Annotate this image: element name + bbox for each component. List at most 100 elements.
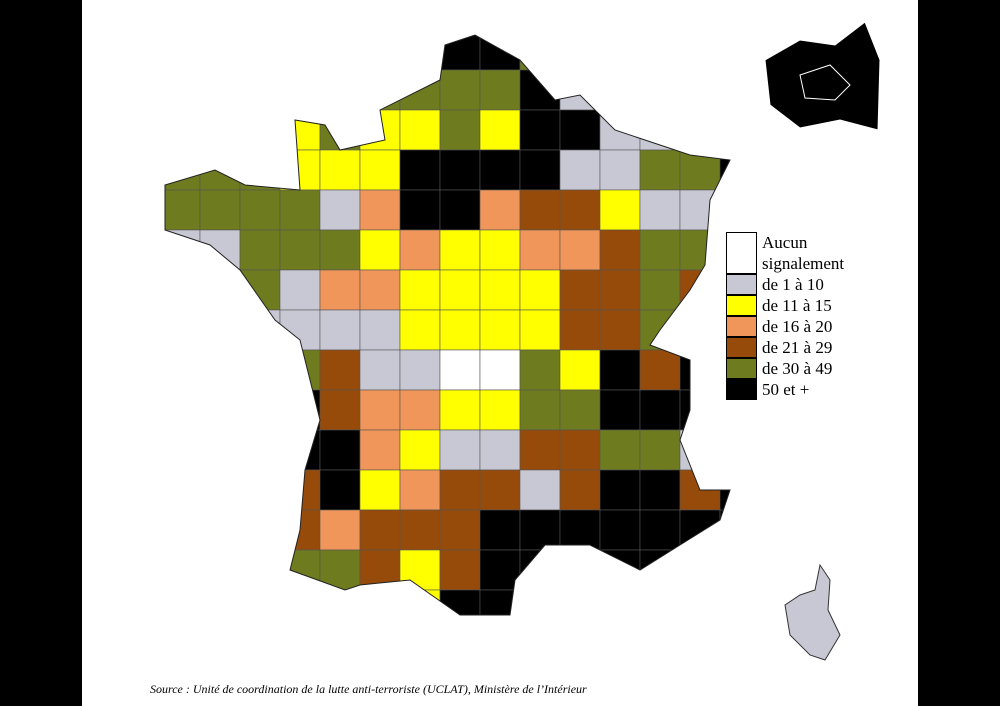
department	[479, 149, 521, 191]
department	[239, 509, 281, 551]
department	[599, 429, 641, 471]
department	[559, 309, 601, 351]
department	[199, 469, 241, 511]
department	[599, 35, 641, 71]
department	[199, 149, 241, 191]
department	[679, 389, 721, 431]
department	[319, 469, 361, 511]
department	[239, 35, 281, 71]
corsica	[784, 563, 841, 661]
department	[679, 589, 721, 615]
legend-label: de 21 à 29	[762, 338, 833, 357]
department	[319, 509, 361, 551]
paris-inset	[764, 21, 881, 131]
legend-swatch	[726, 379, 757, 400]
legend-swatch	[726, 232, 757, 274]
department	[399, 509, 441, 551]
france-outline	[164, 34, 731, 616]
department	[319, 549, 361, 591]
department	[719, 509, 730, 551]
department	[359, 149, 401, 191]
department	[559, 109, 601, 151]
legend-swatch	[726, 274, 757, 295]
department	[559, 269, 601, 311]
department	[679, 349, 721, 391]
department	[559, 149, 601, 191]
department	[359, 389, 401, 431]
department	[399, 589, 441, 615]
department	[679, 509, 721, 551]
department	[239, 429, 281, 471]
department	[639, 589, 681, 615]
legend-swatch	[726, 316, 757, 337]
department	[399, 309, 441, 351]
department	[599, 389, 641, 431]
department	[639, 149, 681, 191]
department	[199, 109, 241, 151]
department	[479, 389, 521, 431]
department	[199, 429, 241, 471]
department	[319, 35, 361, 71]
department	[165, 429, 201, 471]
department	[165, 589, 201, 615]
department	[519, 109, 561, 151]
department	[559, 229, 601, 271]
department	[639, 429, 681, 471]
department	[165, 149, 201, 191]
department	[439, 549, 481, 591]
department	[439, 509, 481, 551]
department	[559, 469, 601, 511]
department	[279, 469, 321, 511]
department	[239, 149, 281, 191]
department	[239, 269, 281, 311]
department	[279, 69, 321, 111]
department	[319, 189, 361, 231]
department	[165, 269, 201, 311]
department	[239, 389, 281, 431]
paris-inset-border	[799, 64, 851, 101]
department	[239, 189, 281, 231]
department	[279, 109, 321, 151]
department	[479, 35, 521, 71]
department	[165, 509, 201, 551]
department	[679, 549, 721, 591]
department	[165, 69, 201, 111]
department	[399, 109, 441, 151]
department	[479, 269, 521, 311]
department	[639, 269, 681, 311]
department	[399, 35, 441, 71]
department	[439, 149, 481, 191]
department	[399, 229, 441, 271]
department	[279, 229, 321, 271]
department	[399, 189, 441, 231]
department	[559, 69, 601, 111]
department	[439, 429, 481, 471]
department	[719, 589, 730, 615]
department	[519, 469, 561, 511]
department	[599, 469, 641, 511]
departments	[165, 35, 730, 615]
department	[399, 269, 441, 311]
department	[319, 269, 361, 311]
legend-item: 50 et +	[726, 379, 856, 400]
department	[199, 549, 241, 591]
department	[719, 69, 730, 111]
department	[519, 149, 561, 191]
source: Source : Unité de coordination de la lut…	[150, 682, 587, 696]
department	[279, 189, 321, 231]
department	[719, 189, 730, 231]
department	[679, 269, 721, 311]
department	[319, 389, 361, 431]
department	[639, 509, 681, 551]
department	[399, 429, 441, 471]
department	[319, 109, 361, 151]
department	[165, 35, 201, 71]
legend-swatch	[726, 295, 757, 316]
department	[199, 189, 241, 231]
legend-label: de 1 à 10	[762, 275, 824, 294]
legend-item: de 21 à 29	[726, 337, 856, 358]
department	[199, 509, 241, 551]
department	[479, 429, 521, 471]
department	[559, 549, 601, 591]
